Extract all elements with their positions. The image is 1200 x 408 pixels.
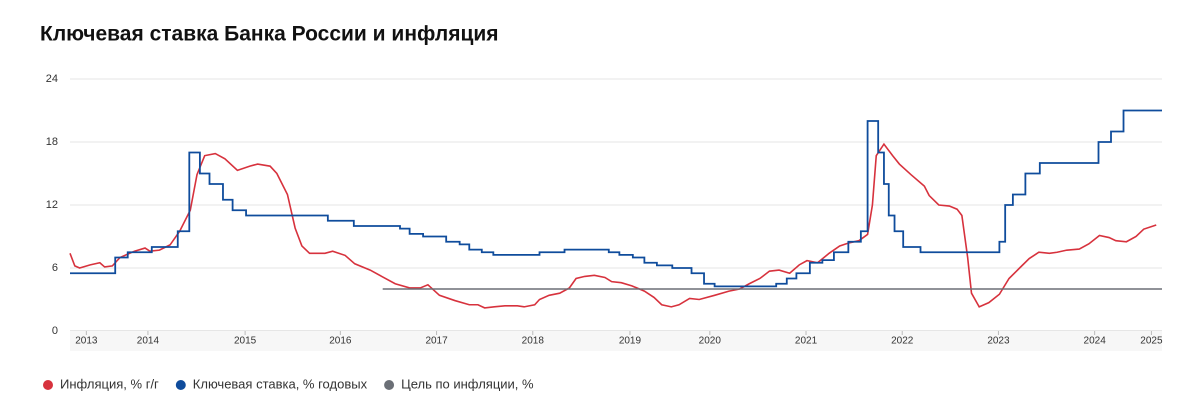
x-tick-label: 2013 bbox=[75, 336, 98, 347]
chart-title: Ключевая ставка Банка России и инфляция bbox=[40, 23, 499, 46]
x-tick-label: 2025 bbox=[1140, 336, 1163, 347]
x-tick-label: 2018 bbox=[522, 336, 545, 347]
legend-marker bbox=[175, 380, 186, 390]
x-tick-label: 2014 bbox=[137, 336, 160, 347]
y-tick-label: 6 bbox=[52, 262, 58, 274]
series-line bbox=[70, 109, 1162, 288]
series-line bbox=[69, 142, 1157, 309]
x-tick-label: 2021 bbox=[795, 336, 818, 347]
legend-label: Ключевая ставка, % годовых bbox=[193, 376, 368, 391]
x-tick-label: 2022 bbox=[891, 336, 914, 347]
x-tick-label: 2015 bbox=[234, 336, 257, 347]
y-tick-label: 12 bbox=[46, 199, 58, 211]
y-tick-label: 18 bbox=[46, 136, 58, 148]
x-tick-label: 2024 bbox=[1084, 336, 1107, 347]
x-tick-label: 2016 bbox=[329, 336, 352, 347]
x-tick-label: 2017 bbox=[425, 336, 448, 347]
legend-marker bbox=[43, 380, 53, 390]
x-tick-label: 2019 bbox=[619, 336, 642, 347]
x-axis-band bbox=[70, 331, 1162, 351]
legend-label: Инфляция, % г/г bbox=[60, 376, 159, 391]
legend-label: Цель по инфляции, % bbox=[401, 376, 534, 391]
legend-marker bbox=[384, 380, 395, 390]
x-tick-label: 2020 bbox=[699, 336, 722, 347]
y-tick-label: 24 bbox=[46, 73, 58, 85]
x-tick-label: 2023 bbox=[987, 336, 1010, 347]
y-tick-label: 0 bbox=[52, 325, 58, 337]
